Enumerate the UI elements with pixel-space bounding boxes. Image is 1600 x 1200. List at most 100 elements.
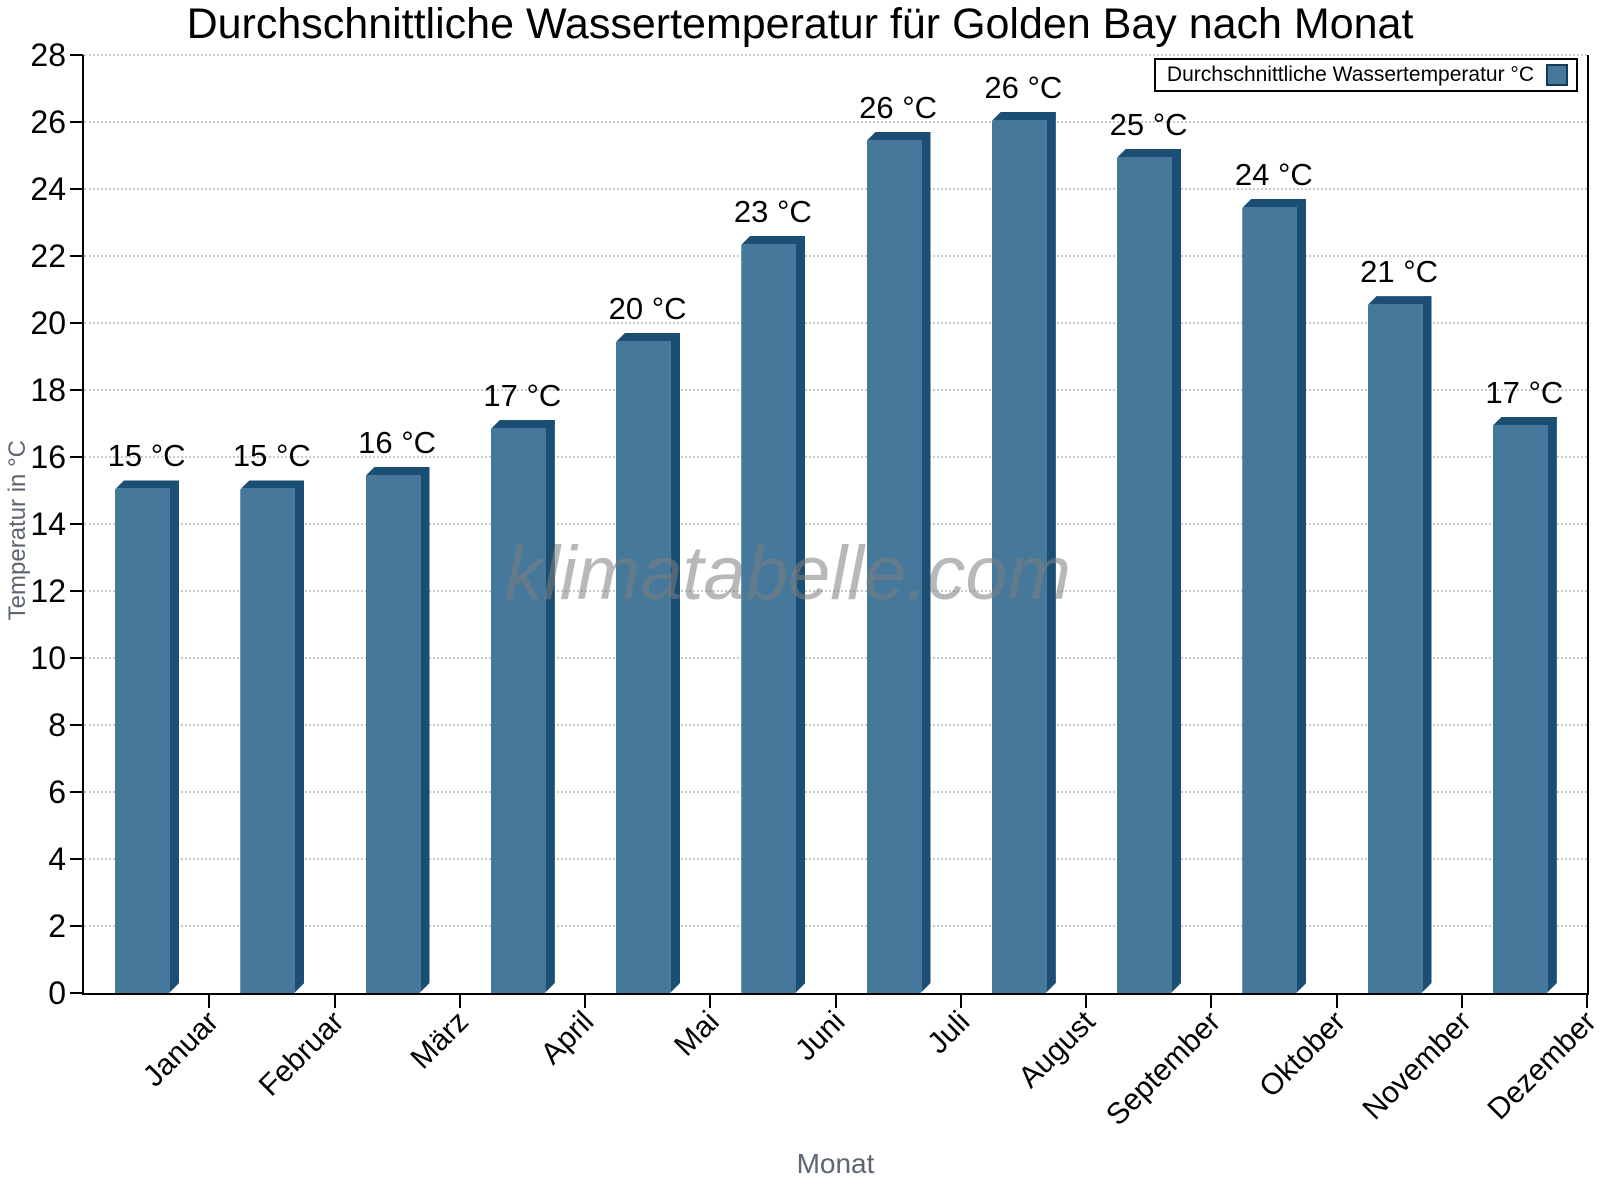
y-axis-tick-label: 26	[30, 104, 66, 140]
y-axis-tick	[70, 188, 83, 190]
bar-value-label: 17 °C	[1485, 374, 1564, 410]
x-axis-tick	[709, 995, 712, 1008]
x-axis-label-januar: Januar	[136, 1005, 225, 1094]
x-axis-tick	[208, 995, 211, 1008]
x-axis-label-februar: Februar	[252, 1005, 351, 1103]
bar-juni	[741, 236, 805, 993]
y-axis-tick	[70, 121, 83, 123]
bar-november	[1368, 296, 1432, 993]
x-axis-tick	[959, 995, 962, 1008]
y-axis-tick	[70, 858, 83, 860]
y-axis-tick	[70, 724, 83, 726]
y-axis-tick	[70, 54, 83, 56]
bar-februar	[240, 480, 304, 993]
y-axis-tick	[70, 791, 83, 793]
y-axis-tick-label: 28	[30, 37, 66, 73]
y-axis-tick-label: 6	[48, 774, 66, 810]
y-axis-tick-label: 14	[30, 506, 66, 542]
y-axis-tick	[70, 590, 83, 592]
gridline	[84, 791, 1587, 793]
x-axis-label-april: April	[534, 1005, 601, 1071]
bar-value-label: 17 °C	[483, 378, 562, 414]
bar-dezember	[1493, 417, 1557, 993]
gridline	[84, 456, 1587, 458]
x-axis-tick	[1586, 995, 1588, 1008]
x-axis-label-märz: März	[404, 1005, 476, 1076]
x-axis-title: Monat	[796, 1148, 875, 1179]
y-axis-tick-label: 16	[30, 439, 66, 475]
bar-value-label: 20 °C	[608, 291, 687, 327]
bar-value-label: 26 °C	[859, 90, 938, 126]
y-axis-tick-label: 22	[30, 238, 66, 274]
x-axis-tick	[1335, 995, 1338, 1008]
bar-april	[491, 420, 555, 993]
x-axis-tick	[333, 995, 336, 1008]
chart-title: Durchschnittliche Wassertemperatur für G…	[186, 0, 1414, 48]
right-border-line	[1587, 55, 1589, 995]
gridline	[84, 925, 1587, 927]
x-axis-tick	[458, 995, 461, 1008]
gridline	[84, 590, 1587, 592]
x-axis-label-september: September	[1099, 1005, 1227, 1133]
gridline	[84, 523, 1587, 525]
x-axis-label-august: August	[1012, 1005, 1102, 1095]
x-axis-tick	[584, 995, 586, 1008]
x-axis-tick	[1460, 995, 1463, 1008]
y-axis-tick	[70, 322, 83, 324]
y-axis-tick-label: 18	[30, 372, 66, 408]
gridline	[84, 858, 1587, 860]
x-axis-label-oktober: Oktober	[1253, 1005, 1353, 1104]
bar-juli	[867, 132, 931, 993]
bar-value-label: 25 °C	[1109, 106, 1188, 142]
x-axis-tick	[834, 995, 837, 1008]
y-axis-tick-label: 12	[30, 573, 66, 609]
x-axis-tick	[1085, 995, 1087, 1008]
y-axis-tick-label: 0	[48, 975, 66, 1011]
y-axis-tick-label: 20	[30, 305, 66, 341]
y-axis-tick-label: 4	[48, 841, 66, 877]
gridline	[84, 657, 1587, 659]
x-axis-line	[82, 993, 1589, 995]
bar-value-label: 16 °C	[358, 425, 437, 461]
bar-value-label: 21 °C	[1360, 254, 1439, 290]
bar-value-label: 26 °C	[984, 69, 1063, 105]
y-axis-tick	[70, 925, 83, 927]
bar-oktober	[1242, 199, 1306, 993]
y-axis-tick	[70, 389, 83, 391]
y-axis-tick	[70, 456, 83, 458]
x-axis-label-november: November	[1356, 1005, 1478, 1127]
legend-swatch-icon	[1546, 64, 1568, 86]
bar-märz	[366, 467, 430, 993]
bar-value-label: 15 °C	[232, 438, 311, 474]
y-axis-tick	[70, 992, 83, 994]
y-axis-tick	[70, 657, 83, 659]
x-axis-label-dezember: Dezember	[1481, 1005, 1600, 1127]
gridline	[84, 121, 1587, 123]
x-axis-tick	[1210, 995, 1213, 1008]
y-axis-tick-label: 2	[48, 908, 66, 944]
legend-label: Durchschnittliche Wassertemperatur °C	[1166, 63, 1534, 86]
gridline	[84, 54, 1587, 56]
y-axis-tick	[70, 523, 83, 525]
gridline	[84, 322, 1587, 324]
gridline	[84, 255, 1587, 257]
bar-september	[1117, 149, 1181, 993]
bar-januar	[115, 480, 179, 993]
y-axis-tick-label: 24	[30, 171, 66, 207]
watermark: klimatabelle.com	[505, 531, 1071, 616]
y-axis-tick	[70, 255, 83, 257]
y-axis-tick-label: 8	[48, 707, 66, 743]
bar-value-label: 23 °C	[733, 193, 812, 229]
x-axis-label-mai: Mai	[668, 1005, 726, 1063]
bar-mai	[616, 333, 680, 993]
bar-value-label: 15 °C	[107, 438, 186, 474]
bar-value-label: 24 °C	[1234, 157, 1313, 193]
gridline	[84, 188, 1587, 190]
gridline	[84, 389, 1587, 391]
bar-august	[992, 112, 1056, 993]
y-axis-tick-label: 10	[30, 640, 66, 676]
x-axis-label-juli: Juli	[921, 1005, 977, 1061]
legend: Durchschnittliche Wassertemperatur °C	[1154, 58, 1578, 92]
x-axis-label-juni: Juni	[788, 1005, 852, 1068]
